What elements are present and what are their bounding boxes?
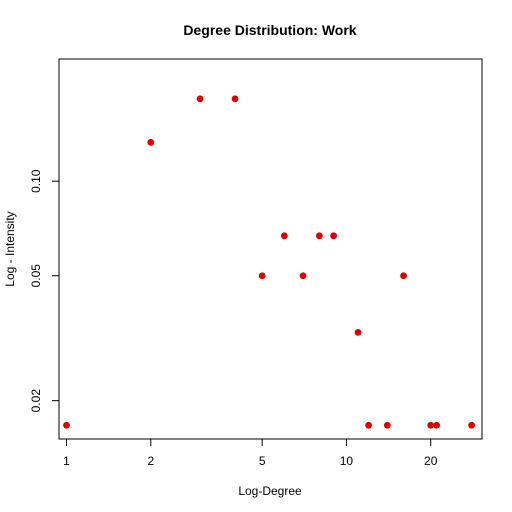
- data-point: [330, 232, 338, 240]
- data-point: [365, 421, 373, 429]
- plot-frame: [58, 58, 483, 440]
- data-point: [354, 328, 362, 336]
- y-axis-label: Log - Intensity: [3, 211, 17, 286]
- data-point: [196, 95, 204, 103]
- data-point: [315, 232, 323, 240]
- data-point: [400, 272, 407, 280]
- data-point: [299, 272, 307, 280]
- data-point: [280, 232, 288, 240]
- x-tick-label: 20: [424, 454, 438, 468]
- x-axis: 1 2 5 10 20: [63, 439, 438, 468]
- y-tick-label: 0.02: [29, 389, 43, 413]
- data-point: [231, 95, 239, 103]
- data-point: [427, 421, 435, 429]
- x-tick-label: 1: [63, 454, 70, 468]
- x-axis-label: Log-Degree: [238, 484, 302, 498]
- data-point: [63, 421, 70, 429]
- data-point: [258, 272, 266, 280]
- x-tick-label: 5: [259, 454, 266, 468]
- x-tick-label: 10: [340, 454, 354, 468]
- y-axis: 0.02 0.05 0.10: [29, 169, 59, 412]
- y-tick-label: 0.05: [29, 264, 43, 288]
- chart-title: Degree Distribution: Work: [183, 22, 356, 38]
- x-tick-label: 2: [147, 454, 154, 468]
- data-point: [147, 138, 155, 146]
- data-points: [63, 95, 476, 429]
- data-point: [383, 421, 391, 429]
- data-point: [433, 421, 441, 429]
- y-tick-label: 0.10: [29, 169, 43, 193]
- data-point: [468, 421, 476, 429]
